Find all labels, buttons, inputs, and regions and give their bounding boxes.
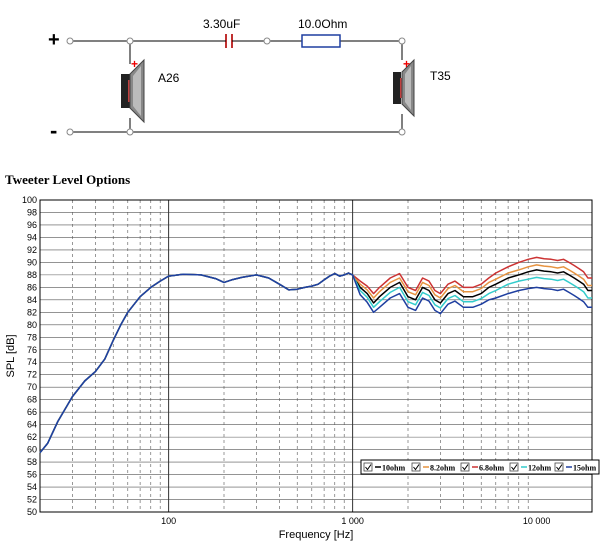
woofer-speaker-icon: [121, 58, 145, 124]
node-tweeter-bottom: [398, 128, 406, 136]
y-tick-label: 100: [22, 195, 37, 205]
y-tick-label: 80: [27, 320, 37, 330]
y-tick-label: 74: [27, 357, 37, 367]
tweeter-label: T35: [430, 69, 451, 83]
y-tick-label: 96: [27, 220, 37, 230]
y-tick-label: 52: [27, 495, 37, 505]
legend: 10ohm 8.2ohm 6.8ohm 12ohm 15ohm: [360, 459, 600, 475]
series-lines: [39, 256, 592, 454]
x-tick-label: 10 000: [523, 516, 551, 526]
y-tick-label: 54: [27, 482, 37, 492]
legend-entry-label: 12ohm: [528, 464, 551, 473]
woofer-label: A26: [158, 71, 180, 85]
y-tick-label: 58: [27, 457, 37, 467]
check-icon: [365, 464, 372, 471]
legend-entry-label: 15ohm: [573, 464, 596, 473]
y-tick-label: 82: [27, 307, 37, 317]
tweeter-speaker-icon: [393, 58, 415, 118]
minus-terminal-label: -: [50, 118, 57, 143]
chart-grid: [40, 200, 592, 512]
legend-entry-label: 8.2ohm: [430, 464, 455, 473]
y-tick-label: 50: [27, 507, 37, 517]
check-icon: [413, 464, 420, 471]
crossover-circuit: + - 3.30uF 10.0Ohm + A26: [48, 17, 451, 143]
node-tweeter-top: [398, 37, 406, 45]
legend-entry-label: 10ohm: [382, 464, 405, 473]
y-tick-label: 86: [27, 282, 37, 292]
y-tick-label: 94: [27, 232, 37, 242]
y-tick-label: 60: [27, 445, 37, 455]
plus-terminal-label: +: [48, 29, 60, 51]
check-icon: [511, 464, 518, 471]
y-tick-label: 70: [27, 382, 37, 392]
series-line-15ohm: [39, 272, 592, 454]
y-tick-label: 72: [27, 370, 37, 380]
legend-box: [360, 459, 600, 475]
woofer-polarity-mark: +: [131, 57, 138, 71]
legend-checkbox[interactable]: [509, 462, 519, 472]
node-cap-resistor: [263, 37, 271, 45]
capacitor-symbol: [222, 34, 236, 48]
x-axis-label: Frequency [Hz]: [279, 529, 354, 541]
legend-checkbox[interactable]: [411, 462, 421, 472]
node-minus: [66, 128, 74, 136]
legend-checkbox[interactable]: [460, 462, 470, 472]
y-axis-label: SPL [dB]: [5, 334, 17, 377]
resistor-symbol: [301, 34, 341, 48]
legend-checkbox[interactable]: [554, 462, 564, 472]
series-line-6-8ohm: [39, 256, 592, 454]
x-tick-label: 100: [161, 516, 176, 526]
y-tick-labels: 50 52 54 56 58 60 62 64 66 68 70 72 74 76 78 80 82 84 86 88…: [22, 195, 37, 517]
y-tick-label: 84: [27, 295, 37, 305]
y-tick-label: 76: [27, 345, 37, 355]
y-tick-label: 62: [27, 432, 37, 442]
y-tick-label: 90: [27, 257, 37, 267]
y-tick-label: 78: [27, 332, 37, 342]
series-line-10ohm: [39, 269, 592, 454]
node-plus: [66, 37, 74, 45]
y-tick-label: 92: [27, 245, 37, 255]
y-tick-label: 56: [27, 470, 37, 480]
check-icon: [462, 464, 469, 471]
resistor-label: 10.0Ohm: [298, 17, 347, 31]
node-woofer-bottom: [126, 128, 134, 136]
plot-frame: [39, 199, 593, 513]
y-tick-label: 68: [27, 395, 37, 405]
x-tick-labels: 100 1 000 10 000: [161, 516, 550, 526]
node-woofer-top: [126, 37, 134, 45]
spl-chart: 50 52 54 56 58 60 62 64 66 68 70 72 74 76 78 80 82 84 86 88…: [5, 195, 600, 541]
y-tick-label: 88: [27, 270, 37, 280]
y-tick-label: 66: [27, 407, 37, 417]
tweeter-polarity-mark: +: [403, 57, 410, 71]
check-icon: [556, 464, 563, 471]
chart-title: Tweeter Level Options: [5, 172, 130, 187]
x-tick-label: 1 000: [341, 516, 364, 526]
legend-checkbox[interactable]: [363, 462, 373, 472]
capacitor-label: 3.30uF: [203, 17, 240, 31]
y-tick-label: 64: [27, 420, 37, 430]
legend-entry-label: 6.8ohm: [479, 464, 504, 473]
y-tick-label: 98: [27, 207, 37, 217]
